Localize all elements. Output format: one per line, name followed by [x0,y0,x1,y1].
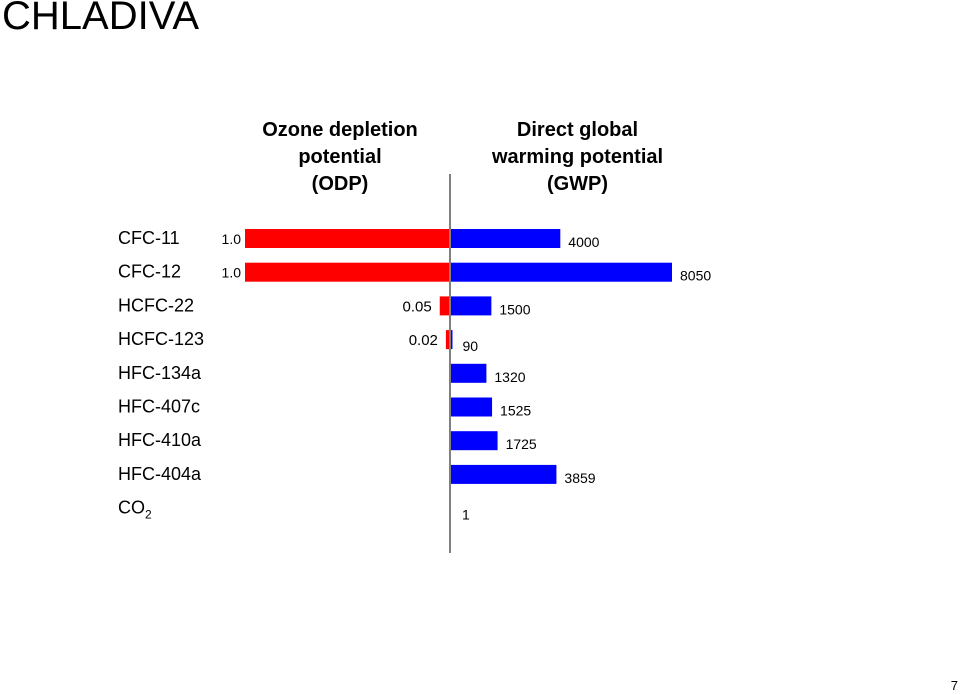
gwp-value-label-hfc-410a: 1725 [506,436,537,452]
odp-bar-hcfc-123 [445,330,450,350]
category-label-hcfc-22: HCFC-22 [118,295,194,315]
gwp-value-label-hfc-134a: 1320 [494,369,525,385]
odp-bar-cfc-12 [245,262,450,282]
odp-value-label-hcfc-22: 0.05 [403,298,432,315]
gwp-value-label-hfc-407c: 1525 [500,403,531,419]
category-label-co2: CO2 [118,498,152,522]
gwp-bar-hfc-407c [450,397,493,417]
gwp-heading-line-3: (GWP) [546,173,609,195]
gwp-heading: Direct global warming potential (GWP) [460,117,695,198]
gwp-heading-line-1: Direct global [516,119,639,141]
slide-title: CHLADIVA [2,0,200,38]
gwp-bar-hfc-410a [450,431,498,451]
category-label-hfc-404a: HFC-404a [118,464,202,484]
gwp-bar-hcfc-22 [450,296,492,316]
gwp-bar-hfc-134a [450,363,487,383]
odp-heading-line-3: (ODP) [311,173,369,195]
odp-bar-cfc-11 [245,229,450,248]
odp-value-label-cfc-11: 1.0 [222,231,242,247]
category-label-hfc-410a: HFC-410a [118,430,202,450]
category-label-hfc-134a: HFC-134a [118,363,202,383]
gwp-bar-cfc-12 [450,262,672,282]
gwp-bar-hfc-404a [450,464,557,484]
page-number: 7 [950,678,958,693]
category-label-hfc-407c: HFC-407c [118,397,200,417]
category-label-cfc-12: CFC-12 [118,262,181,282]
odp-bar-hcfc-22 [439,296,450,316]
odp-heading: Ozone depletion potential (ODP) [235,117,445,198]
category-label-cfc-11: CFC-11 [118,228,180,248]
gwp-value-label-cfc-11: 4000 [568,234,599,250]
gwp-value-label-hcfc-123: 90 [462,338,478,354]
odp-value-label-cfc-12: 1.0 [222,265,242,281]
gwp-value-label-hfc-404a: 3859 [564,470,595,486]
gwp-bar-hcfc-123 [450,330,453,350]
odp-heading-line-2: potential [298,146,382,168]
odp-value-label-hcfc-123: 0.02 [409,332,438,349]
gwp-bar-cfc-11 [450,229,561,248]
odp-heading-line-1: Ozone depletion [262,119,418,141]
gwp-value-label-cfc-12: 8050 [680,268,711,284]
gwp-value-label-co2: 1 [462,507,470,523]
category-label-hcfc-123: HCFC-123 [118,329,204,349]
gwp-value-label-hcfc-22: 1500 [499,301,530,317]
gwp-heading-line-2: warming potential [491,146,664,168]
